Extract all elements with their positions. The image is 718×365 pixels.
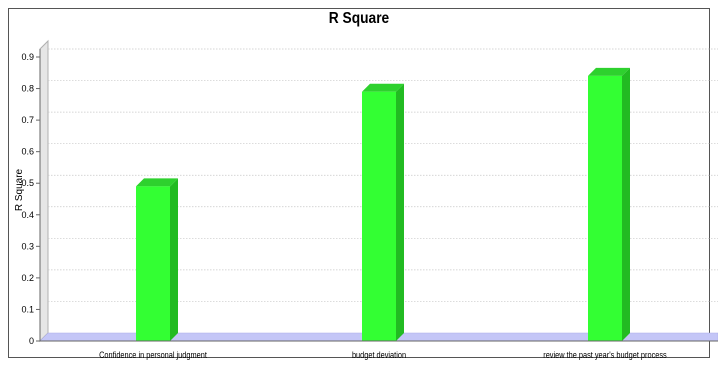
y-tick-label: 0.9 — [21, 52, 34, 62]
bar-top — [136, 178, 178, 187]
chart-title: R Square — [328, 10, 390, 27]
x-category-label: Confidence in personal judgment — [99, 350, 207, 360]
y-axis-wall — [39, 39, 49, 343]
y-tick-label: 0.2 — [21, 273, 34, 283]
bar-side — [396, 83, 404, 341]
y-tick-label: 0 — [29, 336, 34, 346]
y-tick-label: 0.1 — [21, 304, 34, 314]
bar — [136, 178, 178, 341]
bar — [588, 67, 630, 341]
bar-top — [588, 67, 630, 76]
y-tick-label: 0.8 — [21, 84, 34, 94]
x-category-label: budget deviation — [352, 350, 406, 360]
x-category-label: review the past year's budget process — [543, 350, 666, 360]
y-tick-label: 0.4 — [21, 210, 34, 220]
bar — [362, 83, 404, 341]
y-tick-label: 0.7 — [21, 115, 34, 125]
axis-layer: 0 0.1 0.2 0.3 0.4 0.5 0.6 0.7 0.8 0.9 Confidence i… — [21, 49, 718, 360]
y-axis-title: R Square — [14, 168, 25, 211]
y-tick-label: 0.5 — [21, 178, 34, 188]
bars-layer — [136, 67, 630, 341]
bar-front — [588, 75, 622, 341]
bar-front — [362, 91, 396, 341]
bar-front — [136, 186, 170, 341]
bar-side — [170, 178, 178, 341]
y-tick-label: 0.6 — [21, 147, 34, 157]
bar-side — [622, 67, 630, 341]
y-tick-label: 0.3 — [21, 241, 34, 251]
bar-top — [362, 83, 404, 92]
